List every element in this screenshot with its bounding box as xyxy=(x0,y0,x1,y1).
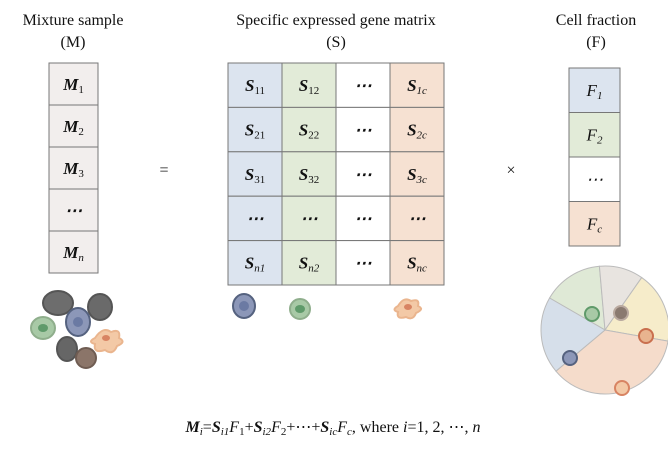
mixture-symbol: (M) xyxy=(61,34,86,51)
cell-main: F xyxy=(586,215,598,234)
formula-part: F xyxy=(336,419,347,436)
cell-sub: 32 xyxy=(308,174,319,186)
pie-cell-icon xyxy=(585,307,599,321)
formula-part: S xyxy=(320,419,329,436)
cell-sub: c xyxy=(597,224,602,236)
cell-main: S xyxy=(299,165,308,184)
formula: Mi=Si1F1+Si2F2+⋯+SicFc, where i=1, 2, ⋯,… xyxy=(184,419,480,438)
formula-part: ic xyxy=(329,426,337,438)
cell-main: ⋯ xyxy=(247,209,265,228)
formula-part: =1, 2, ⋯, xyxy=(407,419,472,436)
cell-main: S xyxy=(245,76,254,95)
cell-main: ⋯ xyxy=(586,170,603,189)
cell-sub: 2c xyxy=(417,129,428,141)
cell-label: ⋯ xyxy=(65,201,83,220)
equals-sign: = xyxy=(159,162,168,179)
times-sign: × xyxy=(506,162,515,179)
cell-main: M xyxy=(62,243,79,262)
formula-part: +⋯+ xyxy=(286,419,320,436)
mixture-title: Mixture sample xyxy=(23,12,124,29)
cell-sub: 1 xyxy=(597,90,603,102)
cell-sub: n xyxy=(78,252,84,264)
cell-main: ⋯ xyxy=(355,76,373,95)
pie-cell-icon xyxy=(563,351,577,365)
cell-main: S xyxy=(299,76,308,95)
formula-part: , where xyxy=(352,419,403,436)
cell-sub: 1 xyxy=(78,84,84,96)
pie-cell-icon xyxy=(614,306,628,320)
pie-cell-icon xyxy=(639,329,653,343)
cell-label: ⋯ xyxy=(247,209,265,228)
cell-main: S xyxy=(407,120,416,139)
cell-main: ⋯ xyxy=(355,120,373,139)
cell-label: ⋯ xyxy=(355,120,373,139)
cell-main: M xyxy=(62,159,79,178)
cell-sub: 31 xyxy=(254,174,265,186)
cell-main: ⋯ xyxy=(355,209,373,228)
cell-sub: n1 xyxy=(254,263,265,275)
cell-main: M xyxy=(62,75,79,94)
cell-main: ⋯ xyxy=(301,209,319,228)
cell-main: F xyxy=(586,81,598,100)
cell-sub: 22 xyxy=(308,129,319,141)
formula-part: S xyxy=(254,419,263,436)
cell-sub: 12 xyxy=(308,85,319,97)
cell-sub: 11 xyxy=(254,85,265,97)
formula-part: i1 xyxy=(221,426,230,438)
cell-main: ⋯ xyxy=(355,254,373,273)
cell-sub: n2 xyxy=(308,263,320,275)
fraction-title: Cell fraction xyxy=(556,12,636,29)
cell-label: ⋯ xyxy=(355,209,373,228)
cell-main: ⋯ xyxy=(409,209,427,228)
cell-label: ⋯ xyxy=(409,209,427,228)
fraction-pie xyxy=(541,266,668,395)
cell-main: ⋯ xyxy=(65,201,83,220)
fraction-symbol: (F) xyxy=(586,34,606,51)
cell-label: ⋯ xyxy=(586,170,603,189)
cell-main: S xyxy=(245,120,254,139)
formula-part: n xyxy=(473,419,481,436)
cell-sub: nc xyxy=(417,263,428,275)
formula-part: M xyxy=(184,419,200,436)
cell-main: S xyxy=(245,254,254,273)
cell-main: S xyxy=(299,254,308,273)
reference-cells-icon xyxy=(233,294,421,319)
matrix-symbol: (S) xyxy=(326,34,346,51)
cell-main: S xyxy=(407,254,416,273)
cell-sub: 2 xyxy=(597,135,603,147)
cell-sub: 1c xyxy=(417,85,428,97)
mixture-cells-icon xyxy=(31,291,123,368)
cell-sub: 3c xyxy=(416,174,428,186)
cell-main: F xyxy=(586,126,598,145)
cell-label: ⋯ xyxy=(355,165,373,184)
cell-main: S xyxy=(407,165,416,184)
cell-main: ⋯ xyxy=(355,165,373,184)
cell-main: S xyxy=(299,120,308,139)
cell-main: M xyxy=(62,117,79,136)
matrix-title: Specific expressed gene matrix xyxy=(236,12,435,29)
cell-main: S xyxy=(407,76,416,95)
formula-part: F xyxy=(270,419,281,436)
formula-part: + xyxy=(245,419,254,436)
pie-cell-icon xyxy=(615,381,629,395)
cell-sub: 2 xyxy=(78,126,84,138)
cell-label: ⋯ xyxy=(355,76,373,95)
formula-part: F xyxy=(228,419,239,436)
cell-label: ⋯ xyxy=(355,254,373,273)
formula-part: S xyxy=(212,419,221,436)
diagram: Mixture sample (M) Specific expressed ge… xyxy=(0,0,668,459)
cell-main: S xyxy=(245,165,254,184)
cell-sub: 21 xyxy=(254,129,265,141)
formula-part: = xyxy=(203,419,212,436)
cell-label: ⋯ xyxy=(301,209,319,228)
cell-sub: 3 xyxy=(78,168,84,180)
